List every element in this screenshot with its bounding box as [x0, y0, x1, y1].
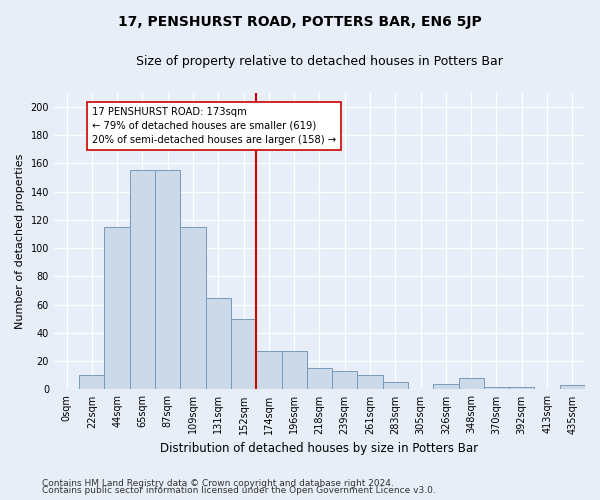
- Bar: [281, 352, 307, 390]
- Bar: [231, 319, 256, 390]
- Y-axis label: Number of detached properties: Number of detached properties: [15, 154, 25, 329]
- X-axis label: Distribution of detached houses by size in Potters Bar: Distribution of detached houses by size …: [160, 442, 479, 455]
- Bar: [383, 382, 408, 390]
- Bar: [358, 376, 383, 390]
- Title: Size of property relative to detached houses in Potters Bar: Size of property relative to detached ho…: [136, 55, 503, 68]
- Bar: [307, 368, 332, 390]
- Bar: [104, 227, 130, 390]
- Bar: [155, 170, 181, 390]
- Text: Contains public sector information licensed under the Open Government Licence v3: Contains public sector information licen…: [42, 486, 436, 495]
- Text: Contains HM Land Registry data © Crown copyright and database right 2024.: Contains HM Land Registry data © Crown c…: [42, 478, 394, 488]
- Text: 17 PENSHURST ROAD: 173sqm
← 79% of detached houses are smaller (619)
20% of semi: 17 PENSHURST ROAD: 173sqm ← 79% of detac…: [92, 107, 336, 145]
- Bar: [433, 384, 458, 390]
- Bar: [509, 386, 535, 390]
- Text: 17, PENSHURST ROAD, POTTERS BAR, EN6 5JP: 17, PENSHURST ROAD, POTTERS BAR, EN6 5JP: [118, 15, 482, 29]
- Bar: [79, 376, 104, 390]
- Bar: [484, 386, 509, 390]
- Bar: [560, 385, 585, 390]
- Bar: [206, 298, 231, 390]
- Bar: [458, 378, 484, 390]
- Bar: [130, 170, 155, 390]
- Bar: [181, 227, 206, 390]
- Bar: [332, 371, 358, 390]
- Bar: [256, 352, 281, 390]
